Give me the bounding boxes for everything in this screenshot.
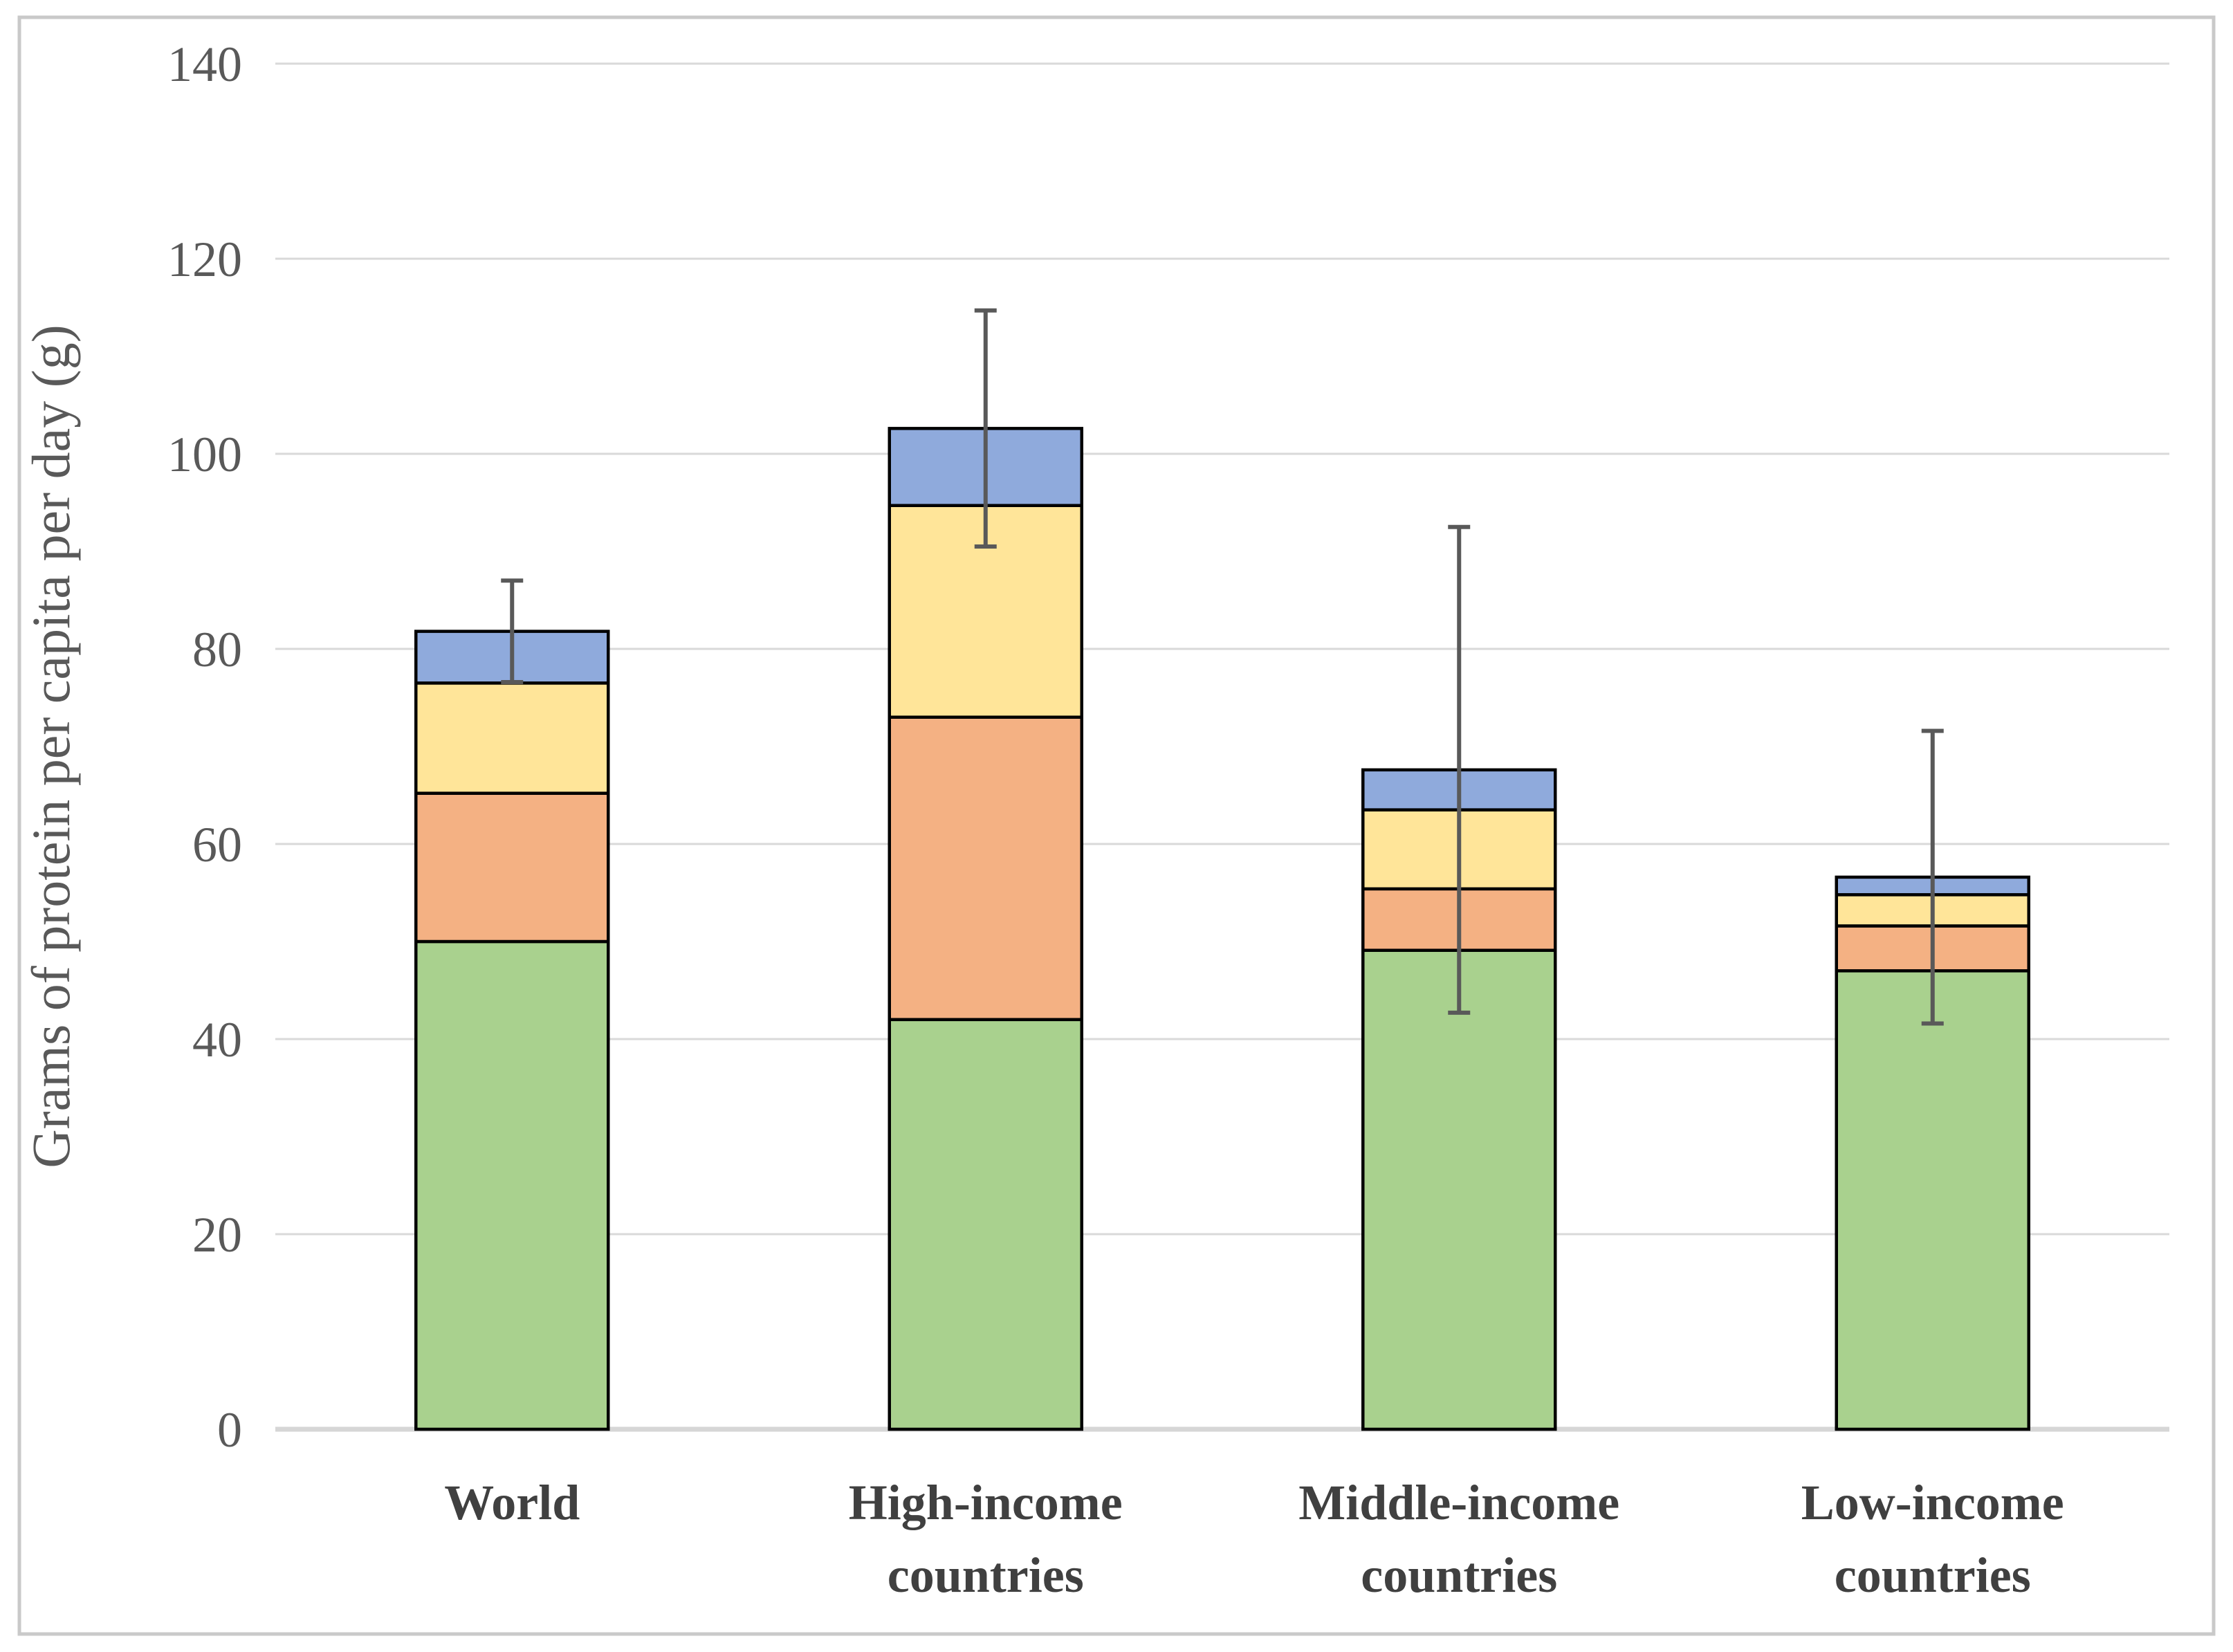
y-tick-label-60: 60	[192, 817, 242, 872]
bar-segment-1-orange-segment	[414, 791, 610, 944]
error-bar-4	[1921, 728, 1944, 1026]
y-tick-label-140: 140	[167, 37, 242, 92]
bar-segment-1-yellow-segment	[414, 681, 610, 795]
bar-segment-2-green-bottom-segment	[888, 1018, 1083, 1431]
y-tick-label-40: 40	[192, 1012, 242, 1067]
y-axis-tick-labels: 0 20 40 60 80 100 120 140	[167, 37, 242, 1458]
y-tick-label-0: 0	[217, 1402, 242, 1458]
category-label-4: Low-income countries	[1801, 1475, 2064, 1603]
y-tick-label-100: 100	[167, 427, 242, 482]
bars-group	[414, 427, 2030, 1431]
error-bar-1	[501, 578, 524, 684]
error-bar-2	[974, 308, 997, 549]
error-bar-3	[1448, 524, 1471, 1015]
bar-segment-2-orange-segment	[888, 715, 1083, 1022]
bar-segment-4-green-bottom-segment	[1835, 969, 2030, 1431]
bar-segment-3-green-bottom-segment	[1361, 948, 1557, 1431]
category-label-3: Middle-income countries	[1298, 1475, 1619, 1603]
figure-border	[17, 15, 2216, 1636]
category-labels-group: World High-income countries Middle-income co…	[444, 1475, 2064, 1603]
bar-segment-1-green-bottom-segment	[414, 939, 610, 1431]
category-label-1: World	[444, 1475, 580, 1530]
category-label-2: High-income countries	[849, 1475, 1123, 1603]
y-tick-label-80: 80	[192, 622, 242, 677]
y-tick-label-120: 120	[167, 232, 242, 287]
y-tick-label-20: 20	[192, 1207, 242, 1263]
y-axis-title: Grams of protein per capita per day (g)	[21, 324, 81, 1168]
error-bars-group	[501, 308, 1944, 1026]
